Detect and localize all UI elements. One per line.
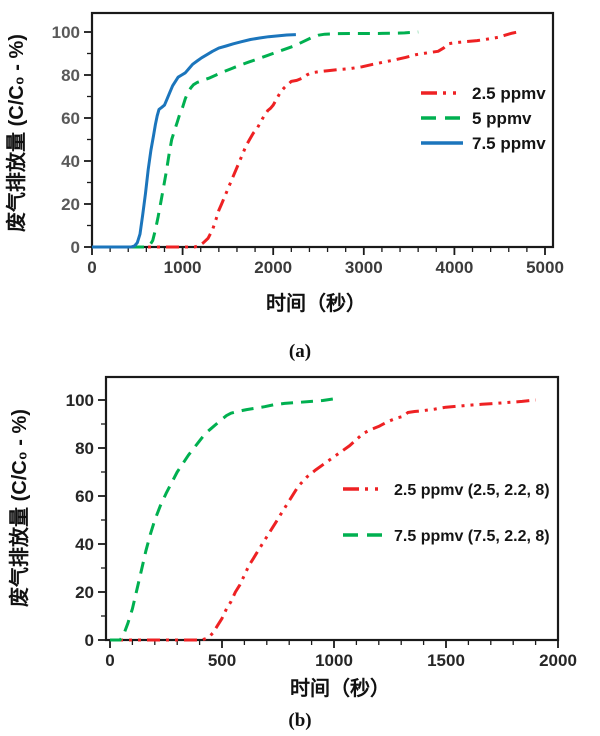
chart-a: 0 1000 2000 3000 4000 5000 0 20 40 60 80 100 2.5 ppm… [4, 11, 564, 362]
y-tick-label: 20 [75, 583, 94, 602]
legend-label-2-5-ppmv-2-5-2-2-8: 2.5 ppmv (2.5, 2.2, 8) [394, 482, 550, 499]
plot-frame-b [104, 375, 560, 642]
y-tick-label: 100 [66, 391, 94, 410]
series-line-2-5-ppmv [92, 30, 519, 249]
legend-label-7-5-ppmv-7-5-2-2-8: 7.5 ppmv (7.5, 2.2, 8) [394, 528, 550, 545]
y-axis-title-b: 废气排放量 (C/C₀ - %) [7, 409, 31, 607]
y-axis-title-a: 废气排放量 (C/C₀ - %) [4, 34, 28, 232]
series-line-5-ppmv [92, 30, 419, 249]
y-tick-label: 60 [75, 487, 94, 506]
legend-label-5-ppmv: 5 ppmv [472, 109, 532, 128]
series-line-7-5-ppmv [92, 33, 296, 249]
x-tick-label: 3000 [345, 258, 383, 277]
y-tick-label: 60 [61, 109, 80, 128]
y-tick-label: 40 [61, 152, 80, 171]
x-tick-label: 1000 [315, 651, 353, 670]
x-tick-label: 4000 [435, 258, 473, 277]
y-tick-label: 0 [71, 238, 80, 257]
x-tick-label: 2000 [254, 258, 292, 277]
x-tick-label: 5000 [526, 258, 564, 277]
y-tick-label: 80 [61, 66, 80, 85]
y-tick-label: 100 [52, 23, 80, 42]
legend-label-7-5-ppmv: 7.5 ppmv [472, 134, 546, 153]
subfigure-caption-b: (b) [288, 710, 311, 731]
x-axis-title-a: 时间（秒） [266, 291, 366, 315]
subfigure-caption-a: (a) [289, 341, 311, 362]
x-tick-label: 1500 [427, 651, 465, 670]
x-axis-title-b: 时间（秒） [290, 676, 390, 700]
y-tick-label: 80 [75, 439, 94, 458]
y-tick-label: 20 [61, 195, 80, 214]
y-tick-label: 0 [85, 631, 94, 650]
x-tick-label: 1000 [164, 258, 202, 277]
series-line-7-5-ppmv-7-5-2-2-8 [110, 397, 335, 642]
y-tick-label: 40 [75, 535, 94, 554]
legend-label-2-5-ppmv: 2.5 ppmv [472, 84, 546, 103]
chart-b: 0 500 1000 1500 2000 0 20 40 60 80 100 2.5 ppmv (2.… [7, 375, 577, 731]
plot-frame-a [90, 11, 555, 249]
series-line-2-5-ppmv-2-5-2-2-8 [110, 398, 536, 642]
x-tick-label: 500 [208, 651, 236, 670]
x-tick-label: 0 [87, 258, 96, 277]
x-tick-label: 0 [105, 651, 114, 670]
x-tick-label: 2000 [539, 651, 577, 670]
